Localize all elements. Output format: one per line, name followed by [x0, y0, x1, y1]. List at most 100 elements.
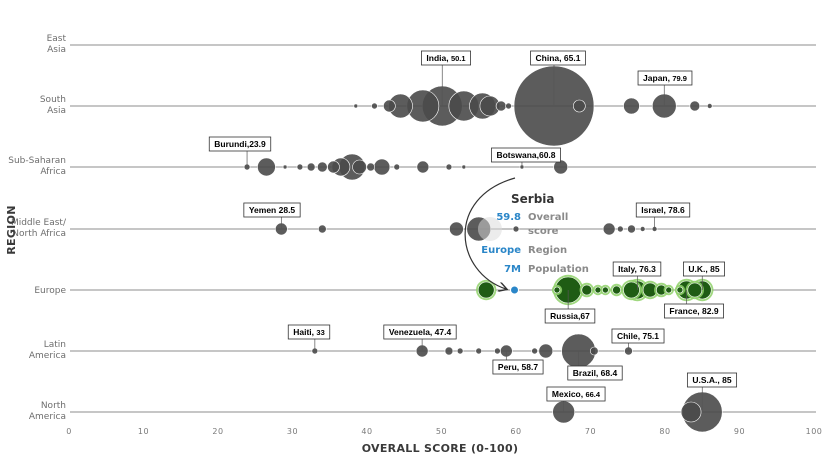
callout: Chile, 75.1 [611, 328, 665, 344]
x-tick-label: 0 [66, 427, 72, 436]
callout-label: India, 50.1 [426, 53, 465, 63]
x-tick-label: 60 [510, 427, 521, 436]
bubble-europe[interactable] [602, 286, 609, 294]
x-tick-label: 70 [585, 427, 596, 436]
region-lines: EastAsiaSouthAsiaSub-SaharanAfricaMiddle… [8, 34, 816, 422]
tooltip-population-label: Population [528, 264, 589, 275]
region-label-east_asia: Asia [47, 45, 66, 55]
region-label-latam: Latin [44, 340, 66, 350]
bubble-mena[interactable] [317, 224, 327, 234]
bubble-europe[interactable] [665, 286, 673, 294]
bubble-europe[interactable] [676, 286, 684, 294]
callout-label: U.K., 85 [688, 264, 719, 274]
bubble-ssa[interactable] [373, 158, 391, 176]
bubble-south_asia[interactable] [353, 103, 359, 109]
bubble-ssa[interactable] [461, 164, 467, 170]
callout-label: Italy, 76.3 [618, 264, 656, 274]
bubble-latam[interactable] [494, 347, 501, 355]
hover-ghost [477, 217, 502, 241]
callout-label: Yemen 28.5 [249, 205, 296, 215]
callouts: India, 50.1 China, 65.1 Japan, 79.9 Burundi… [208, 50, 738, 402]
x-tick-label: 20 [212, 427, 223, 436]
bubble-europe-highlight[interactable] [510, 285, 520, 295]
callout: Botswana,60.8 [491, 147, 561, 163]
bubble-latam[interactable] [456, 347, 464, 355]
callout-box [530, 50, 586, 66]
callout-box [492, 359, 544, 375]
tooltip-score-label-1: Overall [528, 212, 568, 223]
callout: Brazil, 68.4 [567, 365, 623, 381]
callout-label: Burundi,23.9 [214, 139, 266, 149]
bubble-latam[interactable] [531, 347, 538, 355]
bubble-latam[interactable] [475, 347, 483, 355]
bubble-ssa[interactable] [296, 163, 304, 171]
bubble-south_asia[interactable] [371, 102, 378, 110]
callout-box [683, 261, 725, 277]
bubble-south_asia[interactable] [495, 100, 507, 112]
callout: Haiti, 33 [287, 324, 331, 340]
callout: Japan, 79.9 [637, 70, 693, 86]
bubble-ssa[interactable] [257, 157, 276, 177]
bubble-europe[interactable] [477, 281, 495, 299]
x-tick-label: 90 [734, 427, 745, 436]
callout-label: Russia,67 [550, 311, 590, 321]
bubble-europe[interactable] [612, 285, 621, 295]
bubble-south_asia[interactable] [505, 102, 512, 110]
callout-box [546, 386, 606, 402]
tooltip-score-label-2: score [528, 226, 559, 237]
bubble-latam[interactable] [538, 343, 554, 359]
bubble-south_asia[interactable] [623, 97, 640, 115]
bubble-ssa[interactable] [352, 159, 367, 175]
bubble-ssa[interactable] [306, 162, 316, 172]
y-axis-title: REGION [5, 205, 18, 254]
bubble-south_asia[interactable] [383, 99, 396, 113]
callout: France, 82.9 [664, 303, 724, 319]
bubble-europe[interactable] [687, 282, 703, 298]
callout: Venezuela, 47.4 [383, 324, 457, 340]
bubble-mena[interactable] [602, 222, 616, 236]
bubble-south_asia[interactable] [573, 99, 586, 113]
bubble-ssa[interactable] [316, 161, 328, 173]
region-label-mena: North Africa [12, 229, 66, 239]
region-label-na: North [41, 401, 66, 411]
bubble-mena[interactable] [449, 221, 464, 237]
callout: Yemen 28.5 [243, 202, 301, 218]
x-tick-label: 30 [287, 427, 298, 436]
bubble-south_asia[interactable] [706, 103, 713, 109]
bubble-latam[interactable] [444, 346, 454, 356]
bubble-ssa[interactable] [416, 160, 430, 174]
bubble-ssa[interactable] [282, 164, 288, 170]
tooltip-score-value: 59.8 [496, 212, 521, 223]
bubble-europe[interactable] [553, 286, 561, 294]
region-label-na: America [29, 412, 66, 422]
callout-box [686, 372, 738, 388]
callout: Israel, 78.6 [635, 202, 691, 218]
callout-box [637, 70, 693, 86]
x-tick-label: 80 [659, 427, 670, 436]
bubble-latam[interactable] [589, 346, 599, 356]
region-label-south_asia: Asia [47, 106, 66, 116]
x-axis-ticks: 0 10 20 30 40 50 60 70 80 90 100 [66, 427, 822, 436]
callout-label: U.S.A., 85 [692, 375, 731, 385]
bubble-mena[interactable] [627, 224, 636, 234]
callout: Peru, 58.7 [492, 359, 544, 375]
callout-box [491, 147, 561, 163]
bubble-ssa[interactable] [366, 162, 376, 172]
region-label-europe: Europe [34, 286, 66, 296]
bubble-south_asia[interactable] [689, 100, 701, 112]
bubble-europe[interactable] [594, 286, 602, 294]
x-tick-label: 100 [806, 427, 823, 436]
bubble-ssa[interactable] [393, 163, 401, 171]
bubble-europe[interactable] [623, 281, 640, 299]
bubble-mena[interactable] [616, 225, 624, 233]
callout-label: Japan, 79.9 [643, 73, 687, 83]
bubble-europe[interactable] [581, 284, 593, 296]
bubble-mena[interactable] [512, 225, 520, 233]
bubble-mena[interactable] [639, 226, 646, 232]
bubble-na[interactable] [680, 401, 702, 423]
bubble-ssa[interactable] [327, 160, 340, 174]
bubble-ssa[interactable] [445, 163, 453, 171]
tooltip-arrow [464, 177, 516, 289]
callout-box [612, 261, 662, 277]
